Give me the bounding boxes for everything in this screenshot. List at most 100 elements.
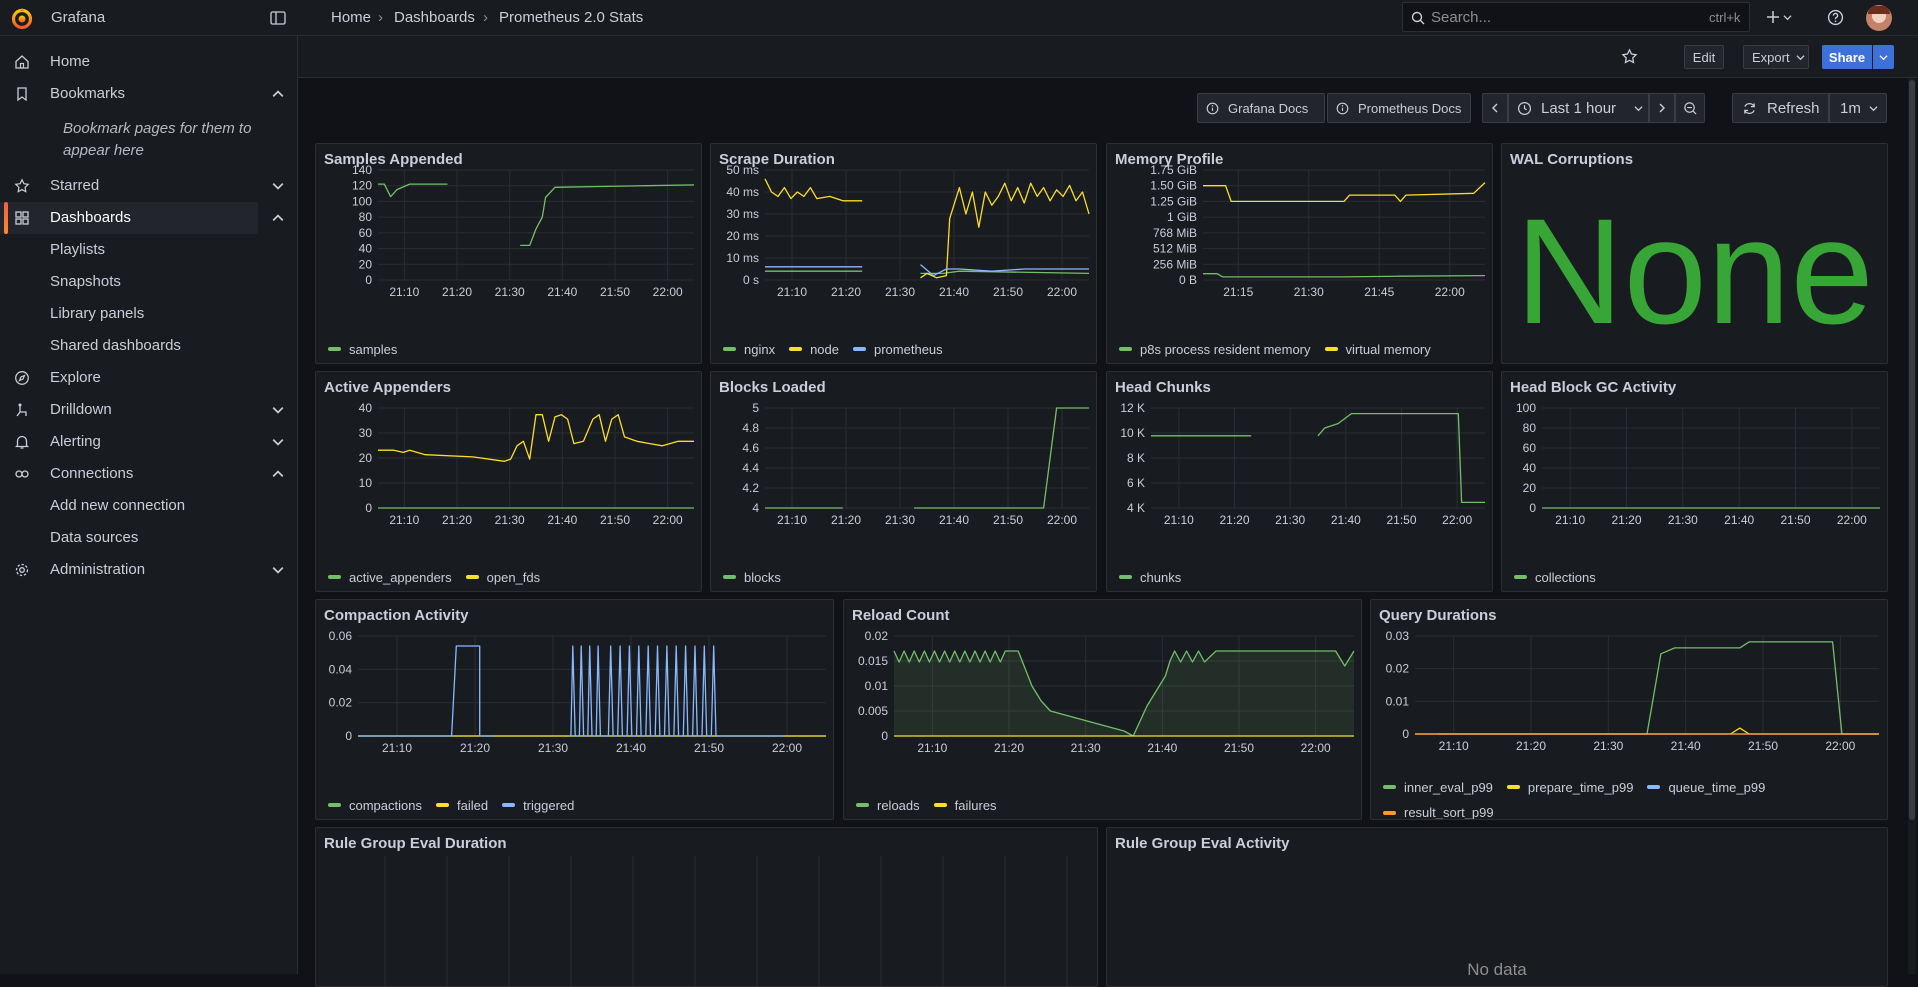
series-line-samples[interactable] xyxy=(378,183,695,247)
series-line-prometheus[interactable] xyxy=(765,264,1089,277)
search-input[interactable]: Search... ctrl+k xyxy=(1402,2,1750,32)
panel-rule-group-eval-activity[interactable]: Rule Group Eval Activity No data xyxy=(1106,827,1888,987)
sidebar-item-alerting[interactable]: Alerting xyxy=(0,426,298,458)
legend-item[interactable]: collections xyxy=(1514,570,1596,585)
sidebar-item-dashboards[interactable]: Dashboards xyxy=(0,202,258,234)
chevron-down-icon[interactable] xyxy=(272,436,284,448)
user-avatar[interactable] xyxy=(1866,5,1892,31)
panel-wal-corruptions[interactable]: WAL Corruptions None xyxy=(1501,143,1888,364)
active-appenders-chart[interactable]: 40 30 20 10 0 21:10 21:20 21:30 21:40 21:50 22:00 xyxy=(316,372,702,592)
legend-item[interactable]: samples xyxy=(328,342,397,357)
sidebar-item-data-sources[interactable]: Data sources xyxy=(0,522,298,554)
legend-item[interactable]: result_sort_p99 xyxy=(1383,801,1494,819)
legend-item[interactable]: reloads xyxy=(856,798,920,813)
sidebar-item-library-panels[interactable]: Library panels xyxy=(0,298,298,330)
new-button[interactable] xyxy=(1762,6,1794,28)
legend-item[interactable]: node xyxy=(789,342,839,357)
head-chunks-chart[interactable]: 12 K10 K8 K6 K4 K21:10 21:20 21:30 21:40 21:… xyxy=(1107,372,1493,592)
head-block-gc-chart[interactable]: 100 80 60 40 20 0 21:10 21:20 21:30 21:40 21:50 22:… xyxy=(1502,372,1888,592)
sidebar-item-add-new-connection[interactable]: Add new connection xyxy=(0,490,298,522)
refresh-button[interactable]: Refresh xyxy=(1732,93,1829,123)
panel-scrape-duration[interactable]: Scrape Duration 50 ms 40 ms 30 ms 20 ms 10 m… xyxy=(710,143,1097,364)
chevron-up-icon[interactable] xyxy=(272,212,284,224)
grafana-logo-icon[interactable] xyxy=(10,6,34,30)
legend-item[interactable]: blocks xyxy=(723,570,781,585)
legend-item[interactable]: failed xyxy=(435,798,488,813)
edit-button[interactable]: Edit xyxy=(1684,45,1724,69)
legend-item[interactable]: chunks xyxy=(1119,570,1181,585)
panel-reload-count[interactable]: Reload Count 0.02 0.015 0.01 0.005 0 21:10 21:… xyxy=(843,599,1362,820)
zoom-out-button[interactable] xyxy=(1675,93,1705,123)
series-line-node[interactable] xyxy=(764,178,1090,279)
sidebar-item-starred[interactable]: Starred xyxy=(0,170,298,202)
legend-item[interactable]: open_fds xyxy=(465,570,540,585)
panel-active-appenders[interactable]: Active Appenders 40 30 20 10 0 21:10 21:20 21:3… xyxy=(315,371,702,592)
chevron-down-icon[interactable] xyxy=(272,180,284,192)
series-line-reloads[interactable] xyxy=(893,650,1355,737)
star-icon[interactable] xyxy=(1621,48,1638,65)
sidebar-item-connections[interactable]: Connections xyxy=(0,458,298,490)
legend-item[interactable]: prometheus xyxy=(853,342,943,357)
series-line-inner_eval_p99[interactable] xyxy=(1415,641,1879,735)
sidebar-item-drilldown[interactable]: Drilldown xyxy=(0,394,298,426)
series-line-open_fds[interactable] xyxy=(378,414,694,462)
legend-item[interactable]: failures xyxy=(933,798,997,813)
breadcrumb-dashboards[interactable]: Dashboards xyxy=(394,9,475,26)
refresh-interval-picker[interactable]: 1m xyxy=(1829,93,1887,123)
time-forward-button[interactable] xyxy=(1649,93,1675,123)
sidebar-item-explore[interactable]: Explore xyxy=(0,362,298,394)
sidebar-item-playlists[interactable]: Playlists xyxy=(0,234,298,266)
series-line-triggered[interactable] xyxy=(358,645,784,737)
time-back-button[interactable] xyxy=(1482,93,1508,123)
scrollbar-track[interactable] xyxy=(1908,78,1916,974)
series-line-virtual memory[interactable] xyxy=(1203,182,1486,203)
legend-item[interactable]: queue_time_p99 xyxy=(1647,776,1765,799)
legend-item[interactable]: active_appenders xyxy=(328,570,452,585)
prometheus-docs-link[interactable]: Prometheus Docs xyxy=(1327,93,1471,123)
share-options-button[interactable] xyxy=(1873,45,1894,69)
sidebar-item-shared-dashboards[interactable]: Shared dashboards xyxy=(0,330,298,362)
panel-blocks-loaded[interactable]: Blocks Loaded 5 4.8 4.6 4.4 4.2 4 21:10 21:20 21… xyxy=(710,371,1097,592)
legend-item[interactable]: virtual memory xyxy=(1324,342,1431,357)
chevron-up-icon[interactable] xyxy=(272,468,284,480)
time-range-picker[interactable]: Last 1 hour xyxy=(1508,93,1649,123)
chevron-down-icon[interactable] xyxy=(272,564,284,576)
panel-head-block-gc[interactable]: Head Block GC Activity 100 80 60 40 20 0 21:10… xyxy=(1501,371,1888,592)
legend-item[interactable]: nginx xyxy=(723,342,775,357)
series-line-p8s process resident memory[interactable] xyxy=(1203,273,1486,278)
sidebar-item-home[interactable]: Home xyxy=(0,46,298,78)
y-tick-label: 0 B xyxy=(1179,273,1197,287)
breadcrumb-home[interactable]: Home xyxy=(331,9,372,26)
chevron-down-icon[interactable] xyxy=(272,404,284,416)
legend-item[interactable]: p8s process resident memory xyxy=(1119,342,1311,357)
panel-memory-profile[interactable]: Memory Profile 1.75 GiB 1.50 GiB 1.25 GiB 1… xyxy=(1106,143,1493,364)
dock-menu-icon[interactable] xyxy=(270,10,286,26)
export-button[interactable]: Export xyxy=(1743,45,1809,69)
sidebar-item-snapshots[interactable]: Snapshots xyxy=(0,266,298,298)
panel-samples-appended[interactable]: Samples Appended 140 120 100 80 60 40 20 0 21:10… xyxy=(315,143,702,364)
sidebar-item-administration[interactable]: Administration xyxy=(0,554,298,586)
chevron-up-icon[interactable] xyxy=(272,88,284,100)
legend-item[interactable]: inner_eval_p99 xyxy=(1383,776,1493,799)
legend-item[interactable]: compactions xyxy=(328,798,422,813)
panel-compaction-activity[interactable]: Compaction Activity 0.06 0.04 0.02 0 21:10 21… xyxy=(315,599,834,820)
series-line-blocks[interactable] xyxy=(765,407,1089,509)
legend-item[interactable]: prepare_time_p99 xyxy=(1506,776,1633,799)
query-durations-chart[interactable]: 0.03 0.02 0.01 0 21:10 21:20 21:30 21:40 21:50 22… xyxy=(1371,600,1888,820)
panel-query-durations[interactable]: Query Durations 0.03 0.02 0.01 0 21:10 21:20 2… xyxy=(1370,599,1888,820)
legend-item[interactable]: triggered xyxy=(502,798,574,813)
compaction-activity-chart[interactable]: 0.06 0.04 0.02 0 21:10 21:20 21:30 21:40 21:50 22… xyxy=(316,600,834,820)
grafana-docs-link[interactable]: Grafana Docs xyxy=(1197,93,1325,123)
sidebar-item-bookmarks[interactable]: Bookmarks xyxy=(0,78,298,110)
scrollbar-thumb[interactable] xyxy=(1909,80,1915,820)
help-icon[interactable] xyxy=(1827,9,1844,26)
series-line-chunks[interactable] xyxy=(1151,412,1485,504)
share-button[interactable]: Share xyxy=(1822,45,1872,69)
panel-rule-group-eval-duration[interactable]: Rule Group Eval Duration xyxy=(315,827,1098,987)
